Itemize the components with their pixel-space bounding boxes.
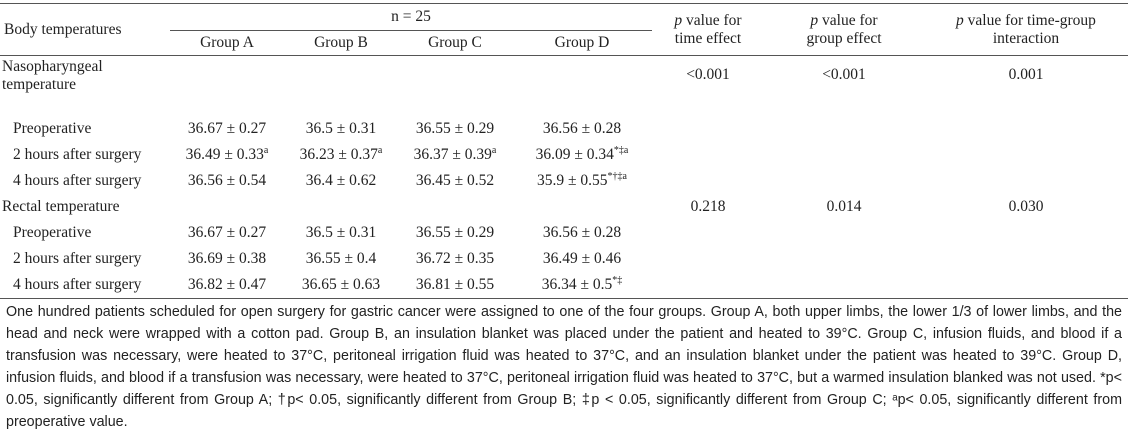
p-time-value: <0.001 <box>686 66 730 84</box>
cell-group-c: 36.55 ± 0.29 <box>415 224 495 242</box>
row-label: 4 hours after surgery <box>13 172 142 190</box>
cell-group-d: 36.56 ± 0.28 <box>542 224 622 242</box>
p-group-value: 0.014 <box>826 198 862 216</box>
cell-group-d: 36.34 ± 0.5*‡ <box>512 272 652 299</box>
cell-group-b: 36.4 ± 0.62 <box>305 172 377 190</box>
cell-group-d: 36.56 ± 0.28 <box>542 120 622 138</box>
row-label: Preoperative <box>13 120 92 138</box>
header-p-group: p value for group effect <box>764 3 924 56</box>
p-interaction-value: 0.001 <box>1008 66 1044 84</box>
cell-group-c: 36.55 ± 0.29 <box>415 120 495 138</box>
p-time-value: 0.218 <box>690 198 726 216</box>
header-n: n = 25 <box>170 3 652 31</box>
header-p-interaction: p value for time-group interaction <box>924 3 1128 56</box>
cell-group-d: 36.09 ± 0.34*‡a <box>535 144 629 164</box>
row-label: Preoperative <box>13 224 92 242</box>
cell-group-c: 36.81 ± 0.55 <box>398 272 512 299</box>
cell-group-a: 36.67 ± 0.27 <box>187 120 267 138</box>
cell-group-b: 36.23 ± 0.37a <box>299 144 383 164</box>
section-title: Nasopharyngeal temperature <box>2 58 103 93</box>
header-p-time: p value for time effect <box>652 3 764 56</box>
cell-group-a: 36.56 ± 0.54 <box>187 172 267 190</box>
row-label: 2 hours after surgery <box>13 250 142 268</box>
cell-group-a: 36.49 ± 0.33a <box>185 144 269 164</box>
header-group-d: Group D <box>512 30 652 56</box>
cell-group-d: 35.9 ± 0.55*†‡a <box>537 170 627 190</box>
table-row: 2 hours after surgery 36.69 ± 0.38 36.55… <box>0 246 1128 272</box>
row-label: 2 hours after surgery <box>13 146 142 164</box>
cell-group-b: 36.5 ± 0.31 <box>305 120 377 138</box>
table-row: 4 hours after surgery 36.82 ± 0.47 36.65… <box>0 272 1128 299</box>
cell-group-b: 36.65 ± 0.63 <box>284 272 398 299</box>
table-row: 4 hours after surgery 36.56 ± 0.54 36.4 … <box>0 168 1128 194</box>
table-row: Preoperative 36.67 ± 0.27 36.5 ± 0.31 36… <box>0 220 1128 246</box>
temperature-table: Body temperatures n = 25 p value for time… <box>0 3 1128 299</box>
cell-group-a: 36.82 ± 0.47 <box>170 272 284 299</box>
section-title: Rectal temperature <box>2 198 120 216</box>
cell-group-b: 36.5 ± 0.31 <box>305 224 377 242</box>
header-group-a: Group A <box>170 30 284 56</box>
cell-group-c: 36.72 ± 0.35 <box>415 250 495 268</box>
table-row: 2 hours after surgery 36.49 ± 0.33a 36.2… <box>0 142 1128 168</box>
cell-group-a: 36.69 ± 0.38 <box>187 250 267 268</box>
cell-group-b: 36.55 ± 0.4 <box>305 250 377 268</box>
row-label: 4 hours after surgery <box>0 272 170 299</box>
cell-group-c: 36.45 ± 0.52 <box>415 172 495 190</box>
cell-group-c: 36.37 ± 0.39a <box>413 144 497 164</box>
header-group-b: Group B <box>284 30 398 56</box>
header-body-temperatures: Body temperatures <box>0 3 170 56</box>
p-group-value: <0.001 <box>822 66 866 84</box>
cell-group-a: 36.67 ± 0.27 <box>187 224 267 242</box>
cell-group-d: 36.49 ± 0.46 <box>542 250 622 268</box>
table-footnote: One hundred patients scheduled for open … <box>6 304 1122 430</box>
table-row: Preoperative 36.67 ± 0.27 36.5 ± 0.31 36… <box>0 116 1128 142</box>
p-interaction-value: 0.030 <box>1008 198 1044 216</box>
header-group-c: Group C <box>398 30 512 56</box>
